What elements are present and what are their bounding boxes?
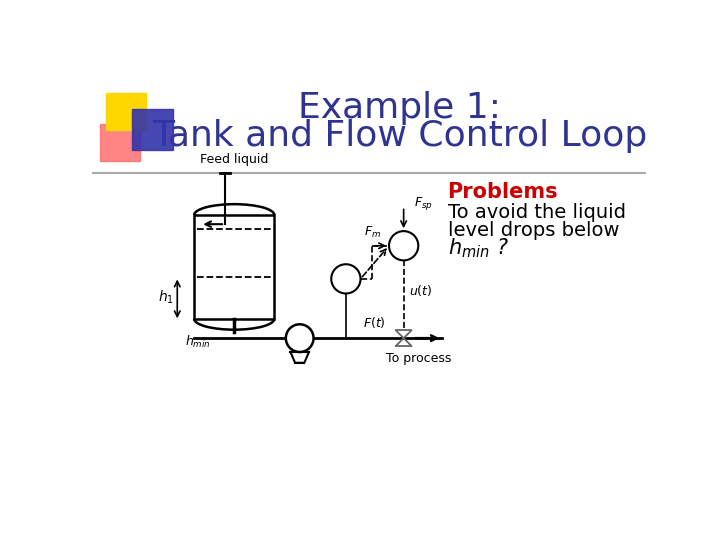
- Circle shape: [331, 264, 361, 294]
- Text: 12: 12: [339, 279, 353, 288]
- Text: FC: FC: [396, 237, 411, 247]
- Text: $F_m$: $F_m$: [364, 225, 382, 240]
- Text: $h_{min}$: $h_{min}$: [185, 334, 211, 350]
- Text: To process: To process: [387, 352, 451, 365]
- Text: $u(t)$: $u(t)$: [409, 284, 433, 298]
- Text: Tank and Flow Control Loop: Tank and Flow Control Loop: [152, 119, 647, 153]
- Circle shape: [286, 325, 314, 352]
- Bar: [99, 124, 140, 161]
- Text: Example 1:: Example 1:: [298, 91, 501, 125]
- Bar: [106, 93, 145, 130]
- Text: $F(t)$: $F(t)$: [363, 315, 386, 330]
- Text: 12: 12: [397, 245, 410, 255]
- Bar: [194, 215, 274, 319]
- Bar: [132, 110, 174, 150]
- Text: $h_{min}$ ?: $h_{min}$ ?: [448, 237, 508, 260]
- Text: Problems: Problems: [448, 182, 558, 202]
- Circle shape: [389, 231, 418, 260]
- Text: Feed liquid: Feed liquid: [199, 153, 268, 166]
- Text: level drops below: level drops below: [448, 221, 619, 240]
- Text: To avoid the liquid: To avoid the liquid: [448, 203, 626, 222]
- Text: $h_1$: $h_1$: [158, 289, 174, 306]
- Text: $F_{sp}$: $F_{sp}$: [415, 195, 433, 212]
- Text: FT: FT: [338, 270, 354, 280]
